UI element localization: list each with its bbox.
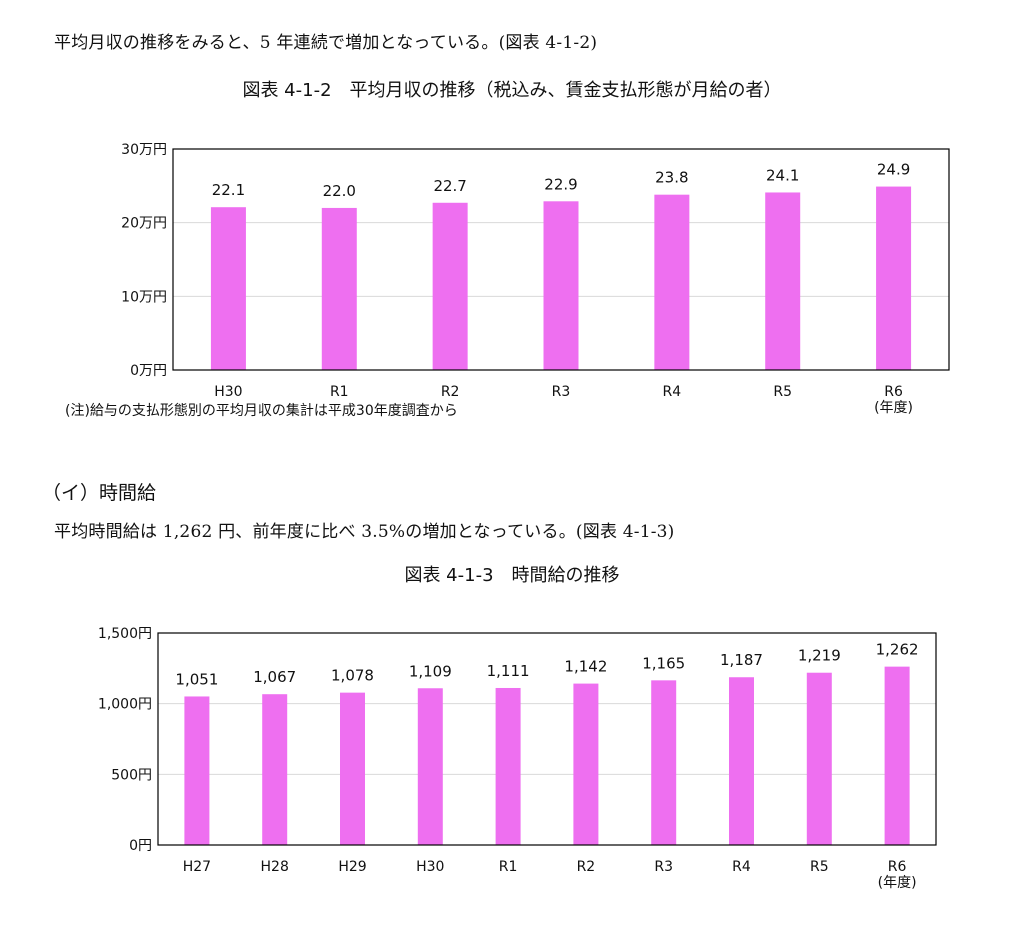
y-tick-label: 0万円	[130, 363, 167, 379]
bar	[495, 687, 521, 845]
bar	[729, 677, 754, 845]
bar	[573, 683, 599, 845]
section-heading-hourly: （イ）時間給	[42, 482, 157, 504]
data-label: 1,262	[876, 641, 919, 659]
x-tick-label: H30	[214, 384, 242, 400]
x-tick-label: R4	[732, 859, 751, 875]
x-tick-label: R6	[888, 859, 907, 875]
x-axis-unit: (年度)	[878, 875, 917, 891]
hourly-wage-chart: 0円 500円 1,000円 1,500円 1,051 H27 1,067 H28 1,078 H…	[98, 626, 937, 891]
monthly-income-chart: 0万円 10万円 20万円 30万円 22.1 H30 22.0 R1 22.7 R2 22.9 R3…	[65, 142, 950, 419]
data-label: 1,187	[720, 651, 763, 669]
figure-title-4-1-2: 図表 4-1-2 平均月収の推移（税込み、賃金支払形態が月給の者）	[242, 80, 782, 101]
chart-note: (注)給与の支払形態別の平均月収の集計は平成30年度調査から	[65, 402, 458, 419]
x-tick-label: H28	[261, 859, 289, 875]
x-tick-label: R6	[884, 384, 903, 400]
y-tick-label: 30万円	[121, 142, 167, 158]
data-label: 22.0	[323, 182, 356, 200]
data-label: 1,067	[253, 668, 296, 686]
bar	[543, 201, 579, 370]
data-label: 23.8	[655, 169, 688, 187]
x-tick-label: R3	[552, 384, 571, 400]
data-label: 1,142	[564, 658, 607, 676]
y-tick-label: 1,500円	[98, 626, 152, 642]
x-tick-label: R5	[810, 859, 829, 875]
y-tick-label: 0円	[129, 838, 152, 854]
data-label: 24.9	[877, 161, 910, 179]
bar	[876, 186, 912, 370]
data-label: 1,078	[331, 667, 374, 685]
bar	[340, 692, 365, 845]
data-label: 1,165	[642, 654, 685, 672]
bar	[884, 666, 910, 845]
paragraph-hourly: 平均時間給は 1,262 円、前年度に比べ 3.5%の増加となっている。(図表 …	[54, 522, 675, 542]
data-label: 22.9	[544, 175, 577, 193]
x-axis-unit: (年度)	[874, 400, 913, 416]
data-label: 1,219	[798, 647, 841, 665]
bar	[321, 207, 357, 370]
bar	[184, 696, 210, 845]
bar	[262, 694, 288, 845]
x-tick-label: H29	[338, 859, 366, 875]
data-label: 1,111	[487, 662, 530, 680]
data-label: 22.1	[212, 181, 245, 199]
bar	[432, 202, 468, 370]
x-tick-label: R2	[577, 859, 596, 875]
bar	[654, 194, 690, 370]
bar	[417, 688, 443, 845]
plot-frame	[172, 148, 950, 371]
data-label: 22.7	[433, 177, 466, 195]
figure-title-4-1-3: 図表 4-1-3 時間給の推移	[404, 565, 620, 586]
x-tick-label: R4	[663, 384, 682, 400]
bar	[806, 672, 832, 845]
bar	[210, 207, 246, 370]
y-tick-label: 1,000円	[98, 697, 152, 713]
data-label: 24.1	[766, 166, 799, 184]
data-label: 1,051	[175, 670, 218, 688]
x-tick-label: R2	[441, 384, 460, 400]
y-tick-label: 500円	[111, 767, 152, 783]
x-tick-label: R1	[330, 384, 349, 400]
x-tick-label: R1	[499, 859, 518, 875]
plot-frame	[157, 632, 937, 846]
x-tick-label: R3	[654, 859, 673, 875]
x-tick-label: H30	[416, 859, 444, 875]
x-tick-label: R5	[773, 384, 792, 400]
bar	[765, 192, 801, 370]
bar	[651, 680, 677, 845]
data-label: 1,109	[409, 662, 452, 680]
paragraph-monthly: 平均月収の推移をみると、5 年連続で増加となっている。(図表 4-1-2)	[54, 33, 598, 53]
y-tick-label: 10万円	[121, 289, 167, 305]
y-tick-label: 20万円	[121, 216, 167, 232]
x-tick-label: H27	[183, 859, 211, 875]
